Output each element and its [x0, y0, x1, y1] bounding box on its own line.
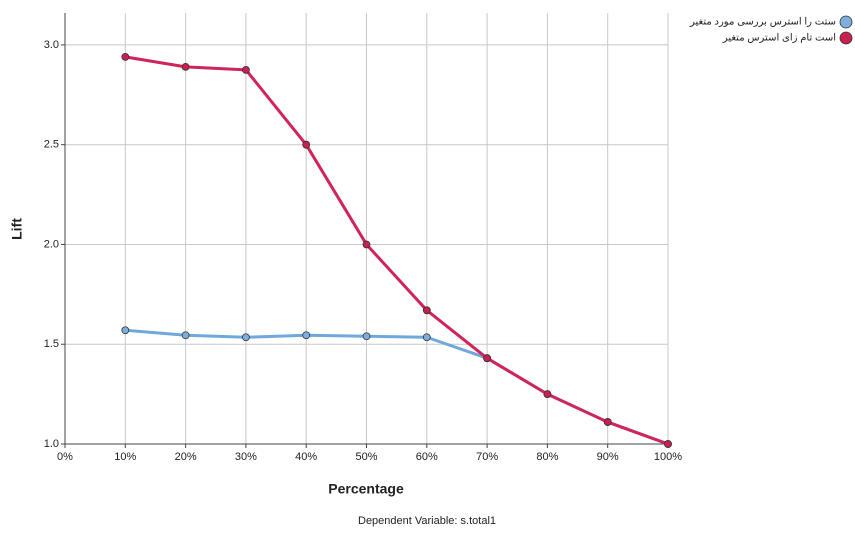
- x-tick-label: 70%: [476, 451, 498, 463]
- legend-marker: [840, 16, 852, 28]
- data-point: [544, 391, 551, 398]
- data-point: [484, 355, 491, 362]
- y-axis-label: Lift: [9, 218, 25, 240]
- x-tick-label: 30%: [235, 451, 257, 463]
- legend-label: ستت را استرس بررسی مورد متغیر: [689, 17, 836, 28]
- data-point: [182, 63, 189, 70]
- data-point: [242, 66, 249, 73]
- data-point: [303, 332, 310, 339]
- x-axis-label: Percentage: [328, 481, 404, 497]
- data-point: [242, 334, 249, 341]
- x-tick-label: 40%: [295, 451, 317, 463]
- data-point: [363, 333, 370, 340]
- y-tick-label: 2.0: [44, 238, 59, 250]
- data-point: [363, 241, 370, 248]
- y-tick-label: 1.0: [44, 438, 59, 450]
- x-tick-label: 60%: [416, 451, 438, 463]
- x-tick-label: 0%: [57, 451, 73, 463]
- data-point: [423, 307, 430, 314]
- data-point: [423, 334, 430, 341]
- x-tick-label: 80%: [536, 451, 558, 463]
- x-tick-label: 10%: [114, 451, 136, 463]
- y-tick-label: 1.5: [44, 338, 59, 350]
- data-point: [303, 141, 310, 148]
- x-tick-label: 20%: [175, 451, 197, 463]
- data-point: [182, 332, 189, 339]
- data-point: [665, 441, 672, 448]
- y-tick-label: 2.5: [44, 139, 59, 151]
- y-tick-label: 3.0: [44, 39, 59, 51]
- data-point: [122, 53, 129, 60]
- legend-label: است تام زای استرس متغیر: [722, 33, 836, 44]
- chart: Lift Percentage Dependent Variable: s.to…: [0, 0, 855, 534]
- data-point: [604, 419, 611, 426]
- x-tick-label: 100%: [654, 451, 682, 463]
- x-tick-label: 50%: [355, 451, 377, 463]
- footnote: Dependent Variable: s.total1: [358, 515, 496, 527]
- legend-marker: [840, 32, 852, 44]
- data-point: [122, 327, 129, 334]
- x-tick-label: 90%: [597, 451, 619, 463]
